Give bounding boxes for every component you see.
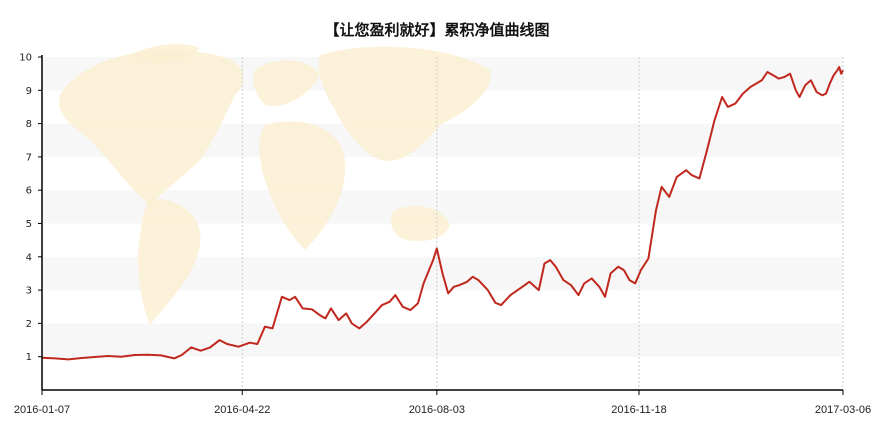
x-tick-label: 2017-03-06: [815, 404, 871, 416]
map-landmass: [259, 121, 346, 250]
map-landmass: [138, 199, 201, 325]
y-tick-label: 7: [26, 152, 32, 163]
x-tick-label: 2016-08-03: [409, 404, 465, 416]
map-landmass: [253, 60, 320, 106]
world-map-background: [59, 44, 491, 325]
map-landmass: [59, 49, 244, 205]
axes: [41, 55, 843, 391]
y-tick-label: 8: [26, 119, 32, 130]
x-tick-label: 2016-01-07: [14, 404, 70, 416]
x-tick-labels: 2016-01-07 2016-04-22 2016-08-03 2016-11-18…: [14, 390, 871, 416]
y-tick-label: 10: [19, 53, 32, 64]
x-tick-label: 2016-11-18: [611, 404, 666, 416]
y-tick-label: 5: [26, 219, 32, 230]
map-landmass: [390, 205, 450, 242]
map-landmass: [318, 46, 491, 161]
series-layer: [41, 66, 844, 361]
y-tick-label: 6: [26, 186, 32, 197]
y-tick-labels: 1 2 3 4 5 6 7 8 9 10: [19, 53, 42, 363]
y-tick-label: 4: [26, 252, 32, 263]
chart-title: 【让您盈利就好】累积净值曲线图: [324, 21, 549, 39]
x-tick-label: 2016-04-22: [214, 404, 270, 416]
y-tick-label: 3: [26, 286, 32, 297]
y-tick-label: 9: [26, 86, 32, 97]
series-line: [41, 66, 844, 361]
vertical-gridlines: [241, 57, 844, 390]
grid-band: [42, 323, 843, 357]
y-tick-label: 1: [26, 352, 32, 363]
y-tick-label: 2: [26, 319, 32, 330]
map-landmass: [130, 44, 200, 62]
